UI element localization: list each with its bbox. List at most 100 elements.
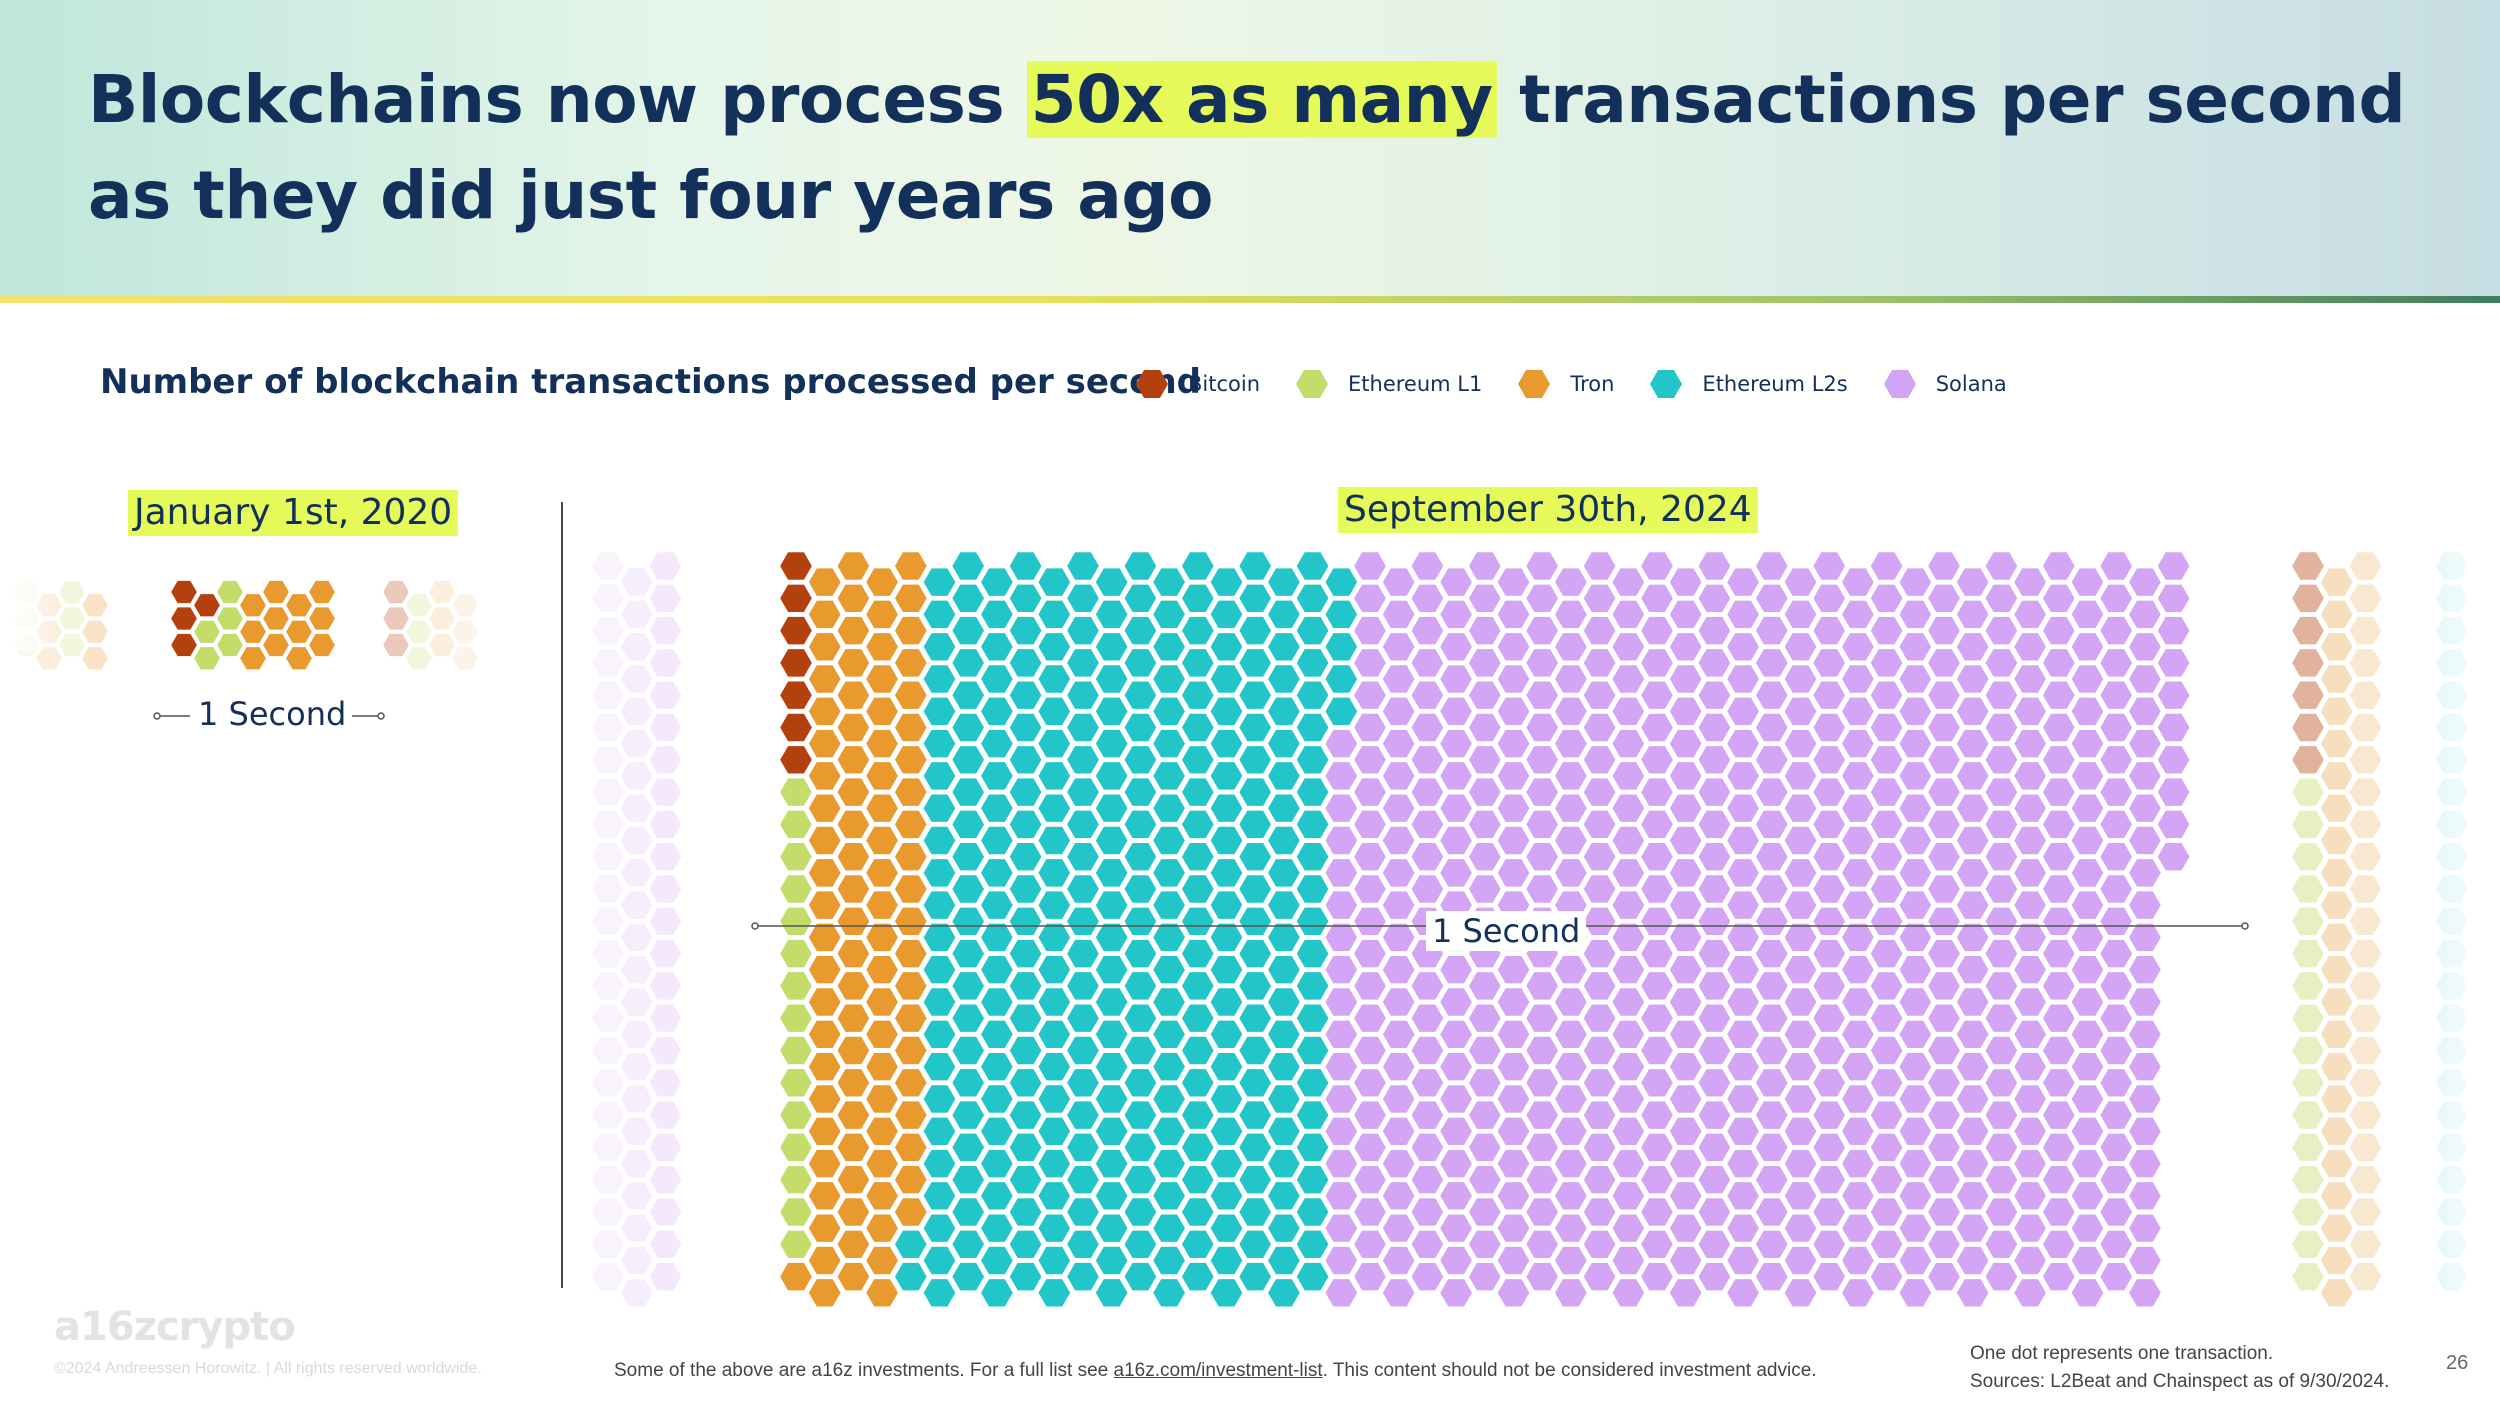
dot-2024-solana: [1782, 1050, 1819, 1083]
dot-2024-solana: [2069, 1212, 2106, 1244]
faded-dot: [403, 592, 435, 619]
dot-2024-solana: [1351, 711, 1389, 744]
dot-2024-solana: [1925, 711, 1963, 744]
dot-2024-solana: [1925, 873, 1963, 905]
dot-2024-solana: [2040, 1196, 2077, 1228]
dot-2024-solana: [1868, 776, 1905, 808]
faded-dot: [2347, 647, 2384, 679]
dot-2024-solana: [1868, 808, 1905, 841]
dot-2024-tron: [835, 1196, 872, 1228]
dot-2024-solana: [1753, 1228, 1790, 1261]
dot-2024-ethereum-l2s: [1093, 760, 1130, 792]
dot-2024-ethereum-l2s: [1122, 937, 1159, 970]
dot-2024-solana: [1409, 614, 1446, 647]
dot-2024-solana: [1638, 970, 1676, 1002]
faded-dot: [618, 1115, 655, 1148]
dot-2024-solana: [2126, 1083, 2164, 1115]
dot-2024-solana: [1552, 1115, 1590, 1148]
dot-2024-solana: [1466, 679, 1503, 711]
dot-2024-tron: [863, 727, 901, 760]
dot-2024-solana: [1495, 1050, 1532, 1083]
dot-2024-solana: [1323, 1244, 1360, 1277]
span-label-2020: 1 Second: [192, 694, 353, 734]
dot-2020-bitcoin: [168, 631, 200, 659]
faded-dot: [2347, 937, 2384, 970]
dot-2024-solana: [1581, 1260, 1618, 1293]
dot-2024-ethereum-l2s: [1093, 857, 1130, 889]
faded-dot: [2347, 1099, 2384, 1131]
faded-dot: [589, 744, 627, 776]
dot-2024-solana: [2098, 550, 2135, 582]
dot-2024-solana: [1839, 727, 1877, 760]
dot-2024-solana: [1638, 1034, 1676, 1067]
dot-2024-ethereum-l2s: [1122, 711, 1159, 744]
dot-2024-ethereum-l2s: [1122, 647, 1159, 679]
dot-2024-solana: [1954, 1115, 1991, 1148]
dot-2024-tron: [863, 598, 901, 631]
dot-2024-solana: [1753, 744, 1790, 776]
dot-2024-solana: [1868, 970, 1905, 1002]
dot-2024-solana: [1380, 1244, 1417, 1277]
dot-2024-solana: [1380, 824, 1417, 857]
dot-2024-solana: [1983, 679, 2020, 711]
dot-2024-solana: [1954, 1244, 1991, 1277]
faded-dot: [618, 663, 655, 695]
faded-dot: [647, 582, 684, 615]
dot-2024-ethereum-l2s: [978, 1083, 1016, 1115]
dot-2024-tron: [835, 711, 872, 744]
dot-2024-solana: [1782, 760, 1819, 792]
dot-2024-solana: [1409, 679, 1446, 711]
dot-2024-ethereum-l2s: [950, 873, 987, 905]
dot-2024-solana: [1351, 808, 1389, 841]
dot-2024-ethereum-l2s: [1265, 631, 1303, 663]
faded-dot: [2289, 582, 2327, 615]
dot-2024-solana: [1983, 1034, 2020, 1067]
dot-2024-ethereum-l2s: [1093, 889, 1130, 921]
dot-2024-solana: [1323, 760, 1360, 792]
dot-2024-solana: [1323, 824, 1360, 857]
dot-2020-tron: [260, 605, 292, 632]
dot-2024-ethereum-l2s: [978, 792, 1016, 824]
dot-2024-ethereum-l2s: [1323, 598, 1360, 631]
dot-2024-solana: [1466, 776, 1503, 808]
dot-2024-solana: [1380, 857, 1417, 889]
dot-2024-ethereum-l2s: [1179, 1034, 1216, 1067]
investment-list-link[interactable]: a16z.com/investment-list: [1113, 1360, 1323, 1381]
legend-item-bitcoin: Bitcoin: [1134, 366, 1260, 402]
dot-2024-solana: [2098, 1034, 2135, 1067]
dot-2024-ethereum-l2s: [950, 1067, 987, 1099]
dot-2024-solana: [1782, 1180, 1819, 1212]
dot-2024-solana: [1897, 566, 1934, 598]
faded-dot: [2289, 1067, 2327, 1099]
dot-2024-ethereum-l2s: [1294, 1163, 1331, 1196]
dot-2024-solana: [1983, 647, 2020, 679]
dot-2024-solana: [1811, 647, 1848, 679]
faded-dot: [647, 905, 684, 938]
dot-2024-solana: [2098, 679, 2135, 711]
dot-2024-solana: [1638, 550, 1676, 582]
dot-2024-ethereum-l2s: [1036, 1212, 1073, 1244]
dot-2024-solana: [2011, 598, 2049, 631]
dot-2024-solana: [1351, 744, 1389, 776]
dot-2024-ethereum-l2s: [1179, 582, 1216, 615]
dot-2024-solana: [2098, 1099, 2135, 1131]
dot-2024-ethereum-l2s: [1208, 921, 1245, 954]
dot-2024-ethereum-l2s: [978, 1115, 1016, 1148]
dot-2024-ethereum-l2s: [1294, 679, 1331, 711]
dot-2024-ethereum-l2s: [1007, 679, 1044, 711]
dot-2024-solana: [1954, 631, 1991, 663]
dot-2024-solana: [1610, 727, 1647, 760]
dot-2024-solana: [1323, 1277, 1360, 1309]
dot-2024-ethereum-l2s: [1265, 857, 1303, 889]
dot-2024-solana: [1409, 1002, 1446, 1034]
dot-2024-ethereum-l2s: [1036, 1244, 1073, 1277]
dot-2024-solana: [1495, 727, 1532, 760]
dot-2024-solana: [1581, 711, 1618, 744]
dot-2024-solana: [1667, 1050, 1704, 1083]
dot-2024-solana: [1466, 1034, 1503, 1067]
faded-dot: [2289, 1228, 2327, 1261]
dot-2024-solana: [1897, 1115, 1934, 1148]
faded-dot: [589, 1228, 627, 1261]
faded-dot: [2347, 1260, 2384, 1293]
dot-2024-solana: [1466, 873, 1503, 905]
